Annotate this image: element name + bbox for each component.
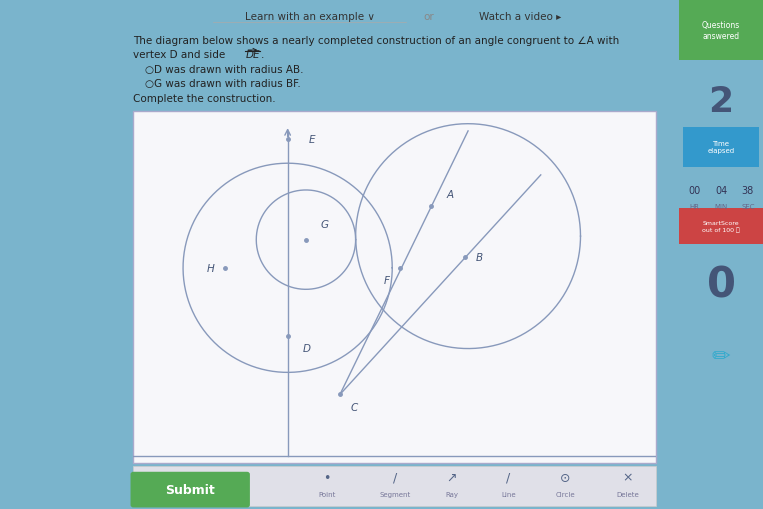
Text: SmartScore
out of 100 ⓘ: SmartScore out of 100 ⓘ xyxy=(702,221,740,232)
Text: HR: HR xyxy=(689,203,699,209)
Text: 04: 04 xyxy=(715,186,727,196)
Text: C: C xyxy=(350,402,358,412)
Text: ↺: ↺ xyxy=(151,474,161,488)
Text: ×: × xyxy=(623,471,633,484)
Text: G: G xyxy=(320,220,329,230)
Text: 2: 2 xyxy=(709,85,733,119)
Text: ○D was drawn with radius AB.: ○D was drawn with radius AB. xyxy=(145,65,303,75)
Text: ↗: ↗ xyxy=(446,471,457,484)
Text: ↻: ↻ xyxy=(179,474,190,488)
Text: or: or xyxy=(423,12,434,22)
Text: Learn with an example ∨: Learn with an example ∨ xyxy=(245,12,375,22)
FancyBboxPatch shape xyxy=(134,112,656,463)
FancyBboxPatch shape xyxy=(130,472,250,507)
Text: The diagram below shows a nearly completed construction of an angle congruent to: The diagram below shows a nearly complet… xyxy=(134,36,620,46)
Bar xyxy=(679,0,763,61)
Text: .: . xyxy=(261,49,265,60)
Text: ○G was drawn with radius BF.: ○G was drawn with radius BF. xyxy=(145,79,301,89)
Text: vertex D and side: vertex D and side xyxy=(134,49,229,60)
Text: E: E xyxy=(308,135,315,145)
Text: 0: 0 xyxy=(707,264,736,306)
Text: SEC: SEC xyxy=(741,203,755,209)
Text: ✏: ✏ xyxy=(712,346,730,366)
Text: Circle: Circle xyxy=(555,491,575,497)
Text: Time
elapsed: Time elapsed xyxy=(707,141,735,154)
Text: Questions
answered: Questions answered xyxy=(702,20,740,41)
Text: Complete the construction.: Complete the construction. xyxy=(134,94,276,104)
Text: ⊙: ⊙ xyxy=(560,471,571,484)
Bar xyxy=(679,209,763,244)
Text: Segment: Segment xyxy=(379,491,410,497)
Text: /: / xyxy=(393,471,397,484)
Text: MIN: MIN xyxy=(714,203,728,209)
Bar xyxy=(684,127,758,168)
Text: H: H xyxy=(207,263,214,273)
Text: Watch a video ▸: Watch a video ▸ xyxy=(478,12,561,22)
Text: D: D xyxy=(302,344,311,354)
Text: /: / xyxy=(507,471,510,484)
Text: Point: Point xyxy=(318,491,335,497)
Text: B: B xyxy=(476,253,483,263)
Text: Delete: Delete xyxy=(617,491,639,497)
Text: DE: DE xyxy=(246,49,260,60)
Bar xyxy=(134,466,656,506)
Text: •: • xyxy=(323,471,330,484)
Text: 00: 00 xyxy=(688,186,700,196)
Text: 38: 38 xyxy=(742,186,754,196)
Text: Submit: Submit xyxy=(166,483,215,496)
Text: Ray: Ray xyxy=(445,491,459,497)
Text: Line: Line xyxy=(501,491,516,497)
Text: F: F xyxy=(384,275,390,285)
Text: A: A xyxy=(446,190,453,200)
